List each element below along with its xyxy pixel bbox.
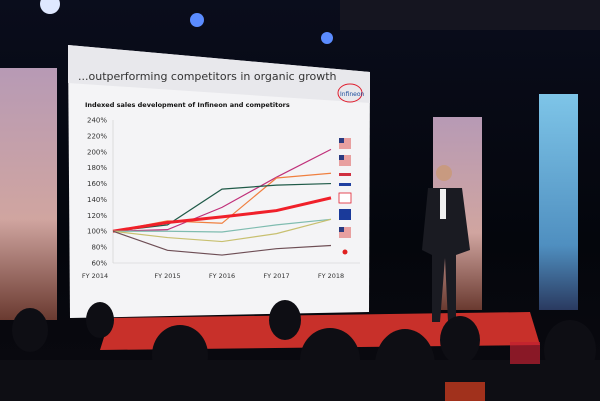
us-flag-icon (339, 227, 351, 238)
us-flag-icon (339, 138, 351, 149)
y-tick-label: 120% (87, 212, 107, 220)
series-line (112, 218, 332, 243)
y-tick-label: 200% (87, 148, 107, 156)
series-line (112, 148, 332, 232)
series-line (112, 182, 332, 232)
series-line (112, 196, 332, 233)
infineon-logo-text: Infineon (340, 91, 365, 98)
left-side-screen (0, 68, 57, 320)
stage-light (40, 0, 60, 14)
y-tick-label: 220% (87, 132, 107, 140)
chart-subtitle: Indexed sales development of Infineon an… (85, 101, 290, 109)
slide-header-band (68, 45, 370, 103)
x-tick-label: FY 2016 (209, 272, 235, 280)
flag-icon (339, 173, 351, 176)
x-tick-label: FY 2014 (82, 272, 108, 280)
line-chart: 60% 80% 100% 120% 140% 160% 180% 200% 220% 240% FY… (82, 117, 360, 280)
y-tick-label: 80% (91, 244, 107, 252)
y-tick-label: 60% (91, 260, 107, 268)
stage-light (321, 32, 333, 44)
y-tick-label: 100% (87, 228, 107, 236)
x-tick-label: FY 2017 (263, 272, 289, 280)
y-tick-label: 240% (87, 117, 107, 125)
y-tick-label: 180% (87, 164, 107, 172)
flowers (445, 382, 485, 401)
right-side-screen (539, 94, 578, 310)
slide-headline: ...outperforming competitors in organic … (78, 70, 337, 83)
stage-light (190, 13, 204, 27)
us-flag-canton (339, 138, 344, 143)
japan-flag-icon (342, 249, 348, 255)
lighting-truss (340, 0, 600, 30)
y-tick-label: 160% (87, 180, 107, 188)
audience-silhouettes (0, 300, 600, 401)
us-flag-canton (339, 227, 344, 232)
main-slide-screen (68, 45, 370, 318)
y-tick-label: 140% (87, 196, 107, 204)
speaker (422, 165, 470, 322)
series-line (112, 230, 332, 256)
flag-icon (339, 183, 351, 186)
us-flag-canton (339, 155, 344, 160)
x-tick-label: FY 2018 (318, 272, 344, 280)
flowers (510, 342, 540, 364)
x-tick-label: FY 2015 (154, 272, 180, 280)
eu-flag-icon (339, 209, 351, 220)
infineon-logo-icon (338, 192, 352, 204)
infineon-logo (337, 83, 363, 103)
us-flag-icon (339, 155, 351, 166)
series-line (113, 218, 332, 233)
